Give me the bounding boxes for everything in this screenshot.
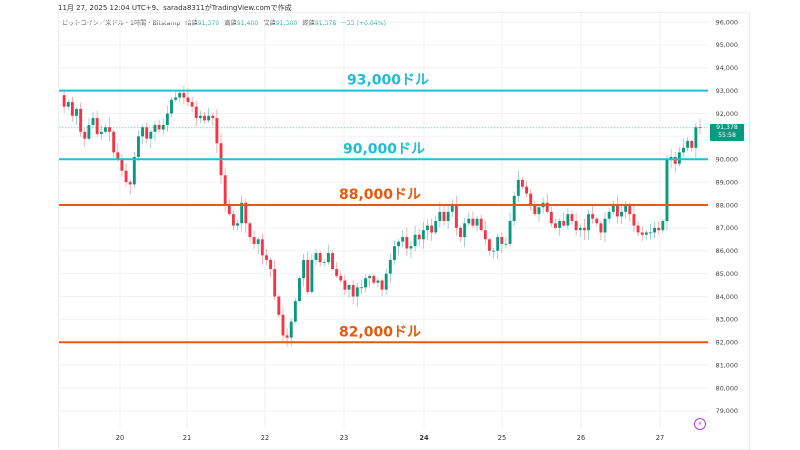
y-axis-tick: 96,000	[716, 18, 738, 26]
change-value: +33 (+0.04%)	[341, 20, 387, 27]
y-axis-tick: 87,000	[716, 224, 738, 232]
y-axis-tick: 81,000	[716, 361, 738, 369]
y-axis-tick: 95,000	[716, 41, 738, 49]
level-label-93000: 93,000ドル	[347, 73, 429, 89]
x-axis-tick: 27	[656, 434, 664, 442]
x-axis-tick: 20	[116, 434, 124, 442]
level-label-82000: 82,000ドル	[339, 324, 421, 340]
x-axis-tick: 26	[577, 434, 585, 442]
x-axis-tick: 21	[183, 434, 191, 442]
x-axis-tick: 25	[498, 434, 506, 442]
x-axis-tick: 22	[261, 434, 269, 442]
close-value: 91,378	[314, 20, 337, 27]
open-value: 91,370	[197, 20, 220, 27]
candles	[62, 85, 702, 347]
level-label-88000: 88,000ドル	[339, 187, 421, 203]
y-axis-tick: 82,000	[716, 339, 738, 347]
close-label: 終値	[302, 20, 315, 27]
symbol-name: ビットコイン／米ドル・1時間・Bitstamp	[62, 20, 181, 27]
bar-countdown: 55:58	[718, 132, 736, 139]
current-price: 91,378	[716, 124, 738, 131]
x-axis-tick: 23	[340, 434, 348, 442]
y-axis-tick: 93,000	[716, 87, 738, 95]
high-label: 高値	[224, 20, 237, 27]
y-axis-tick: 89,000	[716, 178, 738, 186]
high-value: 91,400	[236, 20, 259, 27]
y-axis-tick: 94,000	[716, 64, 738, 72]
chart-credit: 11月 27, 2025 12:04 UTC+9、sarada8311がTrad…	[58, 4, 292, 12]
y-axis-tick: 80,000	[716, 384, 738, 392]
level-label-90000: 90,000ドル	[343, 141, 425, 157]
y-axis-tick: 85,000	[716, 270, 738, 278]
y-axis-tick: 79,000	[716, 407, 738, 415]
y-axis-tick: 83,000	[716, 316, 738, 324]
y-axis-tick: 90,000	[716, 156, 738, 164]
lightning-icon[interactable]: ⚡	[694, 418, 706, 430]
x-axis-tick: 24	[419, 434, 429, 442]
y-axis-tick: 92,000	[716, 110, 738, 118]
low-value: 91,300	[275, 20, 298, 27]
symbol-legend: ビットコイン／米ドル・1時間・Bitstamp 始値91,370 高値91,40…	[62, 18, 386, 27]
low-label: 安値	[263, 20, 276, 27]
open-label: 始値	[185, 20, 198, 27]
y-axis-tick: 88,000	[716, 201, 738, 209]
y-axis-tick: 84,000	[716, 293, 738, 301]
current-price-tag: 91,378 55:58	[710, 124, 744, 141]
y-axis-tick: 86,000	[716, 247, 738, 255]
